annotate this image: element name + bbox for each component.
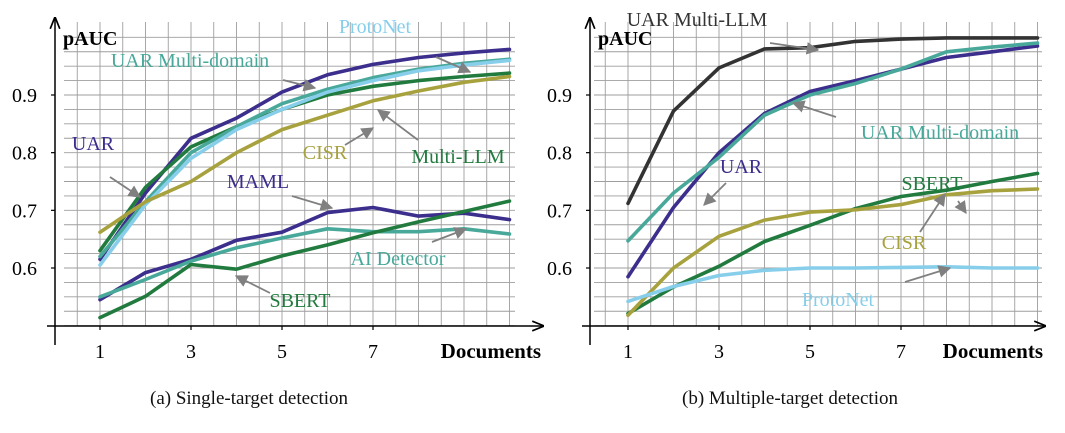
series-label-maml: MAML (227, 171, 289, 193)
label-arrow (376, 109, 419, 141)
label-arrow (703, 182, 727, 206)
series-labels: ProtoNet UAR Multi-domain UAR CISR Multi-LLM… (72, 16, 505, 312)
label-arrow (954, 200, 967, 215)
series-line-protonet (626, 264, 1040, 304)
series-label-protonet: ProtoNet (339, 16, 412, 38)
y-tick-label: 0.6 (12, 258, 37, 280)
series-label-sbert: SBERT (901, 173, 962, 195)
y-tick-label: 0.7 (547, 200, 572, 222)
y-tick-label: 0.6 (547, 258, 572, 280)
x-tick-label: 1 (95, 341, 105, 363)
y-axis-label: pAUC (63, 28, 117, 50)
x-tick-label: 5 (277, 341, 287, 363)
series-label-protonet: ProtoNet (802, 289, 875, 311)
chart-panel-1: 0.6 0.7 0.8 0.9 1 3 5 7 pAUC Documents ProtoNet UAR… (12, 16, 543, 363)
label-arrow (435, 56, 472, 74)
label-arrow (344, 127, 375, 146)
x-tick-label: 3 (186, 341, 196, 363)
series-label-multi-llm: Multi-LLM (411, 146, 505, 168)
series-line-cisr (626, 187, 1040, 318)
series-label-uar: UAR (720, 156, 763, 178)
x-axis-label: Documents (943, 339, 1043, 363)
series-labels: UAR Multi-LLM UAR UAR Multi-domain SBERT CIS… (627, 9, 1019, 311)
label-arrow (109, 176, 142, 198)
series-line-ai-detector (98, 227, 512, 299)
series-label-sbert: SBERT (269, 290, 330, 312)
series-label-cisr: CISR (882, 232, 927, 254)
y-tick-label: 0.8 (12, 143, 37, 165)
series-line-cisr (98, 74, 512, 234)
x-tick-label: 3 (714, 341, 724, 363)
y-tick-label: 0.9 (12, 85, 37, 107)
series-line-uar-multi-domain (626, 41, 1040, 243)
series-line-maml (98, 205, 512, 302)
series-line-uar-multi-llm (626, 36, 1040, 206)
caption-multiple-target: (b) Multiple-target detection (682, 388, 898, 409)
series-lines (626, 36, 1040, 318)
series-label-cisr: CISR (303, 142, 348, 164)
x-tick-label: 5 (805, 341, 815, 363)
x-tick-label: 7 (368, 341, 378, 363)
series-lines (98, 47, 512, 320)
series-line-protonet (98, 58, 512, 267)
series-line-sbert (98, 199, 512, 320)
y-tick-label: 0.9 (547, 85, 572, 107)
series-label-uar: UAR (72, 133, 115, 155)
y-axis-label: pAUC (598, 28, 652, 50)
label-arrow (791, 100, 837, 118)
chart-panel-2: 0.6 0.7 0.8 0.9 1 3 5 7 pAUC Documents UAR Multi-L… (547, 9, 1045, 363)
x-axis-label: Documents (441, 339, 541, 363)
label-arrow (234, 275, 271, 294)
y-tick-label: 0.7 (12, 200, 37, 222)
series-label-uar-multi-llm: UAR Multi-LLM (627, 9, 768, 31)
series-line-uar (626, 44, 1040, 279)
series-line-sbert (626, 171, 1040, 316)
label-arrow (431, 227, 468, 243)
series-label-uar-multi-domain: UAR Multi-domain (111, 50, 269, 72)
label-arrow (919, 192, 946, 233)
series-label-ai-detector: AI Detector (351, 248, 446, 270)
x-tick-label: 7 (896, 341, 906, 363)
label-arrow (904, 265, 952, 283)
label-arrow (282, 79, 317, 92)
label-arrow (769, 42, 820, 55)
x-tick-label: 1 (623, 341, 633, 363)
caption-single-target: (a) Single-target detection (150, 388, 349, 409)
y-tick-label: 0.8 (547, 143, 572, 165)
label-arrow (291, 195, 334, 211)
series-label-uar-multi-domain: UAR Multi-domain (861, 122, 1019, 144)
